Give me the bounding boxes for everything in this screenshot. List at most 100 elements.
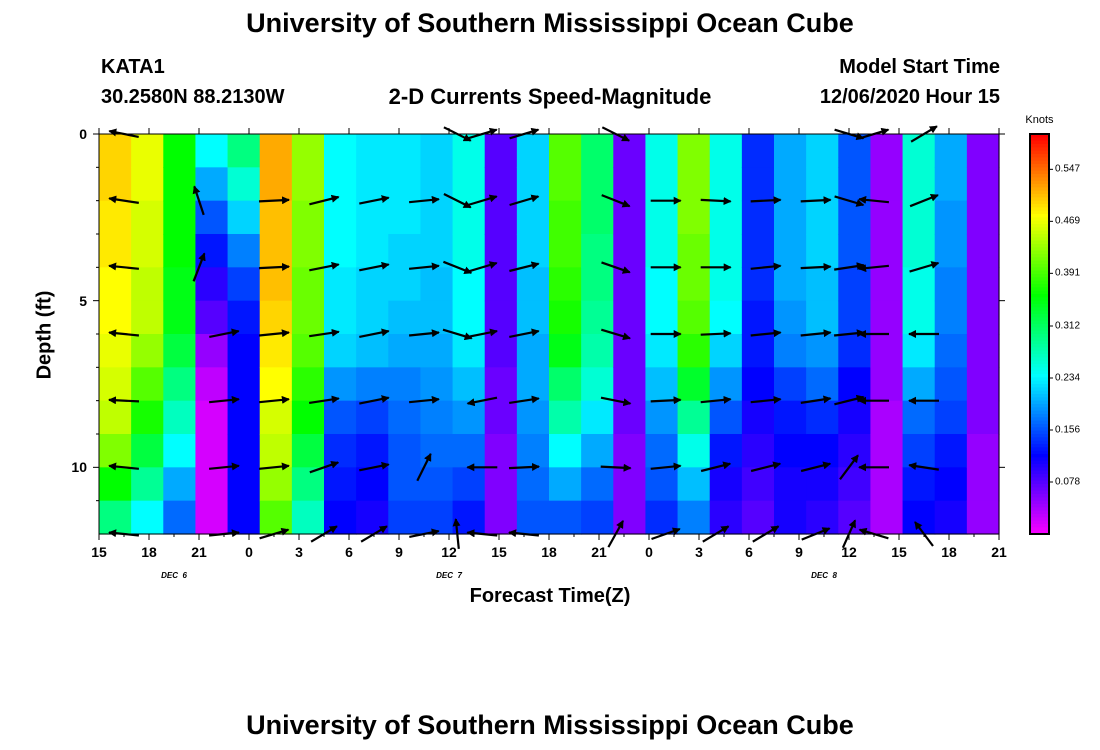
heatmap-cell bbox=[99, 267, 132, 302]
current-vector bbox=[208, 395, 240, 404]
heatmap-cell bbox=[388, 167, 422, 202]
heatmap-cell bbox=[388, 367, 422, 402]
x-tick-label: 9 bbox=[795, 544, 803, 560]
heatmap-cell bbox=[934, 334, 968, 368]
colorbar-band bbox=[1030, 297, 1049, 302]
colorbar-band bbox=[1030, 304, 1049, 308]
heatmap-cell bbox=[259, 200, 293, 235]
heatmap-cell bbox=[388, 234, 422, 268]
colorbar-band bbox=[1030, 357, 1049, 362]
colorbar-band bbox=[1030, 477, 1049, 482]
heatmap-cell bbox=[259, 167, 293, 202]
heatmap-cell bbox=[709, 334, 743, 368]
heatmap-cell bbox=[902, 500, 936, 535]
colorbar-band bbox=[1030, 200, 1049, 205]
heatmap-cell bbox=[484, 200, 518, 235]
heatmap-cell bbox=[581, 367, 614, 402]
heatmap-cell bbox=[966, 234, 1000, 268]
colorbar-band bbox=[1030, 180, 1049, 185]
heatmap-cell bbox=[131, 467, 164, 502]
heatmap-cell bbox=[741, 400, 775, 435]
heatmap-cell bbox=[227, 134, 261, 168]
heatmap-cell bbox=[324, 234, 357, 268]
heatmap-cell bbox=[645, 167, 679, 202]
colorbar-band bbox=[1030, 137, 1049, 142]
heatmap-cell bbox=[291, 300, 325, 335]
colorbar-band bbox=[1030, 320, 1049, 325]
heatmap-cell bbox=[645, 200, 679, 235]
colorbar-band bbox=[1030, 420, 1049, 425]
heatmap-cell bbox=[131, 234, 164, 268]
colorbar-band bbox=[1030, 274, 1049, 278]
current-vector bbox=[750, 329, 782, 338]
heatmap-cell bbox=[452, 167, 486, 202]
colorbar-band bbox=[1030, 474, 1049, 478]
colorbar-band bbox=[1030, 517, 1049, 522]
heatmap-cell bbox=[774, 234, 807, 268]
heatmap-cell bbox=[549, 200, 582, 235]
heatmap-cell bbox=[645, 234, 679, 268]
heatmap-cell bbox=[774, 334, 807, 368]
current-vector bbox=[858, 195, 890, 204]
heatmap-cell bbox=[806, 334, 839, 368]
heatmap-cell bbox=[806, 267, 839, 302]
heatmap-cell bbox=[131, 167, 164, 202]
colorbar-tick-label: 0.547 bbox=[1055, 163, 1081, 175]
heatmap-cell bbox=[388, 400, 422, 435]
colorbar-band bbox=[1030, 500, 1049, 505]
heatmap-cell bbox=[709, 467, 743, 502]
heatmap-cell bbox=[549, 134, 582, 168]
heatmap-cell bbox=[259, 234, 293, 268]
colorbar-band bbox=[1030, 310, 1049, 315]
colorbar-band bbox=[1030, 424, 1049, 428]
heatmap-cell bbox=[516, 400, 550, 435]
heatmap-cell bbox=[677, 434, 711, 468]
heatmap-cell bbox=[99, 334, 132, 368]
heatmap-cell bbox=[452, 467, 486, 502]
heatmap-cell bbox=[613, 167, 647, 202]
colorbar-band bbox=[1030, 134, 1049, 138]
heatmap-cell bbox=[259, 267, 293, 302]
heatmap-cell bbox=[420, 500, 454, 535]
heatmap-cell bbox=[870, 234, 904, 268]
colorbar-band bbox=[1030, 327, 1049, 332]
current-vector bbox=[800, 329, 832, 338]
heatmap-cell bbox=[613, 367, 647, 402]
colorbar-band bbox=[1030, 177, 1049, 182]
heatmap-cell bbox=[709, 167, 743, 202]
heatmap-cell bbox=[131, 334, 164, 368]
heatmap-cell bbox=[902, 167, 936, 202]
heatmap-cell bbox=[324, 200, 357, 235]
heatmap-cell bbox=[549, 467, 582, 502]
current-vector bbox=[908, 462, 939, 471]
heatmap-cell bbox=[741, 167, 775, 202]
current-vector bbox=[466, 396, 498, 407]
heatmap-cell bbox=[388, 500, 422, 535]
x-tick-label: 18 bbox=[941, 544, 957, 560]
colorbar-band bbox=[1030, 414, 1049, 418]
heatmap-cell bbox=[549, 334, 582, 368]
heatmap-cell bbox=[774, 300, 807, 335]
chart-subtitle: 2-D Currents Speed-Magnitude bbox=[388, 84, 712, 109]
heatmap-cell bbox=[934, 400, 968, 435]
current-vector bbox=[858, 264, 890, 273]
current-vector bbox=[258, 329, 290, 338]
heatmap-cell bbox=[227, 500, 261, 535]
heatmap-cell bbox=[549, 367, 582, 402]
heatmap-cell bbox=[484, 334, 518, 368]
heatmap-cell bbox=[99, 300, 132, 335]
heatmap-cell bbox=[581, 434, 614, 468]
heatmap-cell bbox=[163, 334, 197, 368]
colorbar-band bbox=[1030, 407, 1049, 412]
x-tick-label: 6 bbox=[345, 544, 353, 560]
heatmap-cell bbox=[966, 334, 1000, 368]
station-id: KATA1 bbox=[101, 56, 165, 78]
colorbar-band bbox=[1030, 157, 1049, 162]
colorbar-band bbox=[1030, 410, 1049, 415]
heatmap-cell bbox=[838, 434, 872, 468]
current-vector bbox=[309, 395, 340, 404]
heatmap-cell bbox=[870, 500, 904, 535]
current-vector bbox=[600, 396, 632, 407]
colorbar-band bbox=[1030, 387, 1049, 392]
heatmap-cell bbox=[966, 300, 1000, 335]
